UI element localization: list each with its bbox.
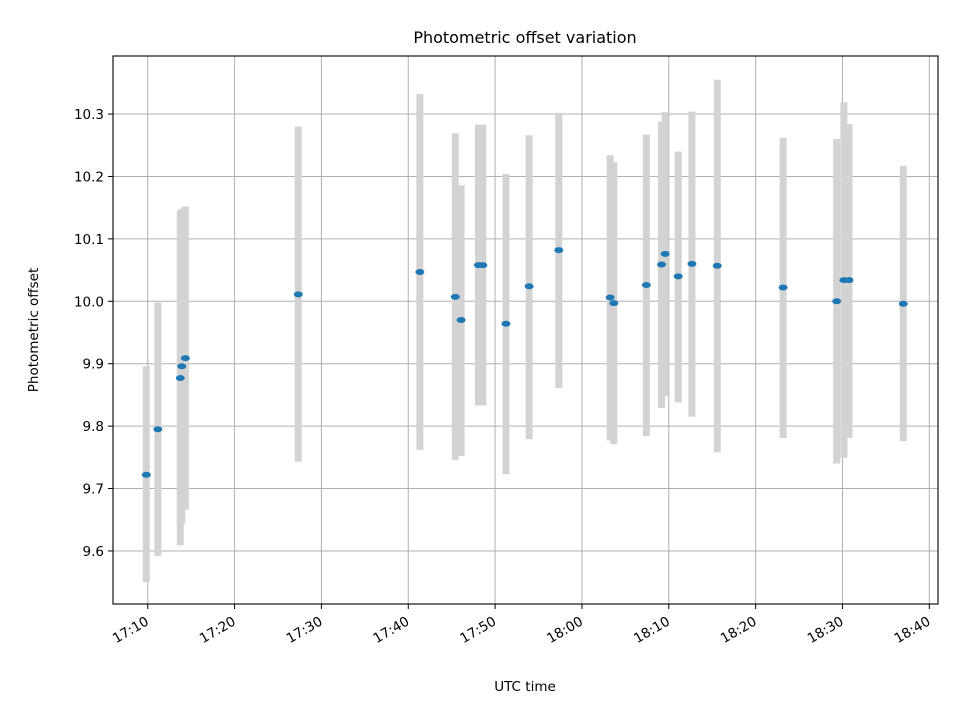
data-point xyxy=(141,471,151,478)
y-tick-label: 10.0 xyxy=(74,294,104,310)
y-axis-ticks: 9.6 9.7 9.8 9.9 10.0 10.1 10.2 10.3 xyxy=(74,107,113,560)
data-point xyxy=(605,294,615,301)
data-point xyxy=(844,277,854,284)
x-axis-label: UTC time xyxy=(494,679,556,695)
data-point xyxy=(657,261,667,268)
data-point xyxy=(180,355,190,362)
data-point xyxy=(609,300,619,307)
data-point xyxy=(153,426,163,433)
data-point xyxy=(175,375,185,382)
x-tick-label: 18:20 xyxy=(718,614,760,647)
x-tick-label: 17:10 xyxy=(110,614,152,647)
data-point xyxy=(293,291,303,298)
data-point xyxy=(554,247,564,254)
y-tick-label: 9.6 xyxy=(83,544,104,560)
data-point xyxy=(898,300,908,307)
x-tick-label: 17:20 xyxy=(197,614,239,647)
y-axis-label: Photometric offset xyxy=(26,268,42,392)
data-point xyxy=(660,250,670,257)
chart-title: Photometric offset variation xyxy=(413,28,636,47)
x-tick-label: 18:10 xyxy=(631,614,673,647)
x-tick-label: 18:40 xyxy=(892,614,934,647)
data-point xyxy=(456,317,466,324)
grid-lines xyxy=(113,56,938,604)
data-point xyxy=(641,282,651,289)
data-point xyxy=(832,298,842,305)
y-tick-label: 10.2 xyxy=(74,169,104,185)
data-point xyxy=(450,293,460,300)
y-tick-label: 9.8 xyxy=(83,419,104,435)
x-tick-label: 17:30 xyxy=(284,614,326,647)
y-tick-label: 9.7 xyxy=(83,482,104,498)
error-bars xyxy=(142,79,907,583)
x-tick-label: 17:50 xyxy=(457,614,499,647)
x-tick-label: 17:40 xyxy=(371,614,413,647)
data-point xyxy=(524,283,534,290)
y-tick-label: 10.3 xyxy=(74,107,104,123)
data-point xyxy=(415,268,425,275)
data-point xyxy=(712,262,722,269)
y-tick-label: 9.9 xyxy=(83,357,104,373)
data-points xyxy=(141,247,908,478)
data-point xyxy=(778,284,788,291)
y-tick-label: 10.1 xyxy=(74,232,104,248)
data-point xyxy=(687,260,697,267)
plot-frame xyxy=(112,55,939,605)
x-tick-label: 18:30 xyxy=(805,614,847,647)
data-point xyxy=(478,262,488,269)
data-point xyxy=(177,363,187,370)
data-point xyxy=(673,273,683,280)
data-point xyxy=(501,320,511,327)
x-axis-ticks: 17:10 17:20 17:30 17:40 17:50 18:00 18:10 18:20… xyxy=(110,604,933,647)
x-tick-label: 18:00 xyxy=(544,614,586,647)
